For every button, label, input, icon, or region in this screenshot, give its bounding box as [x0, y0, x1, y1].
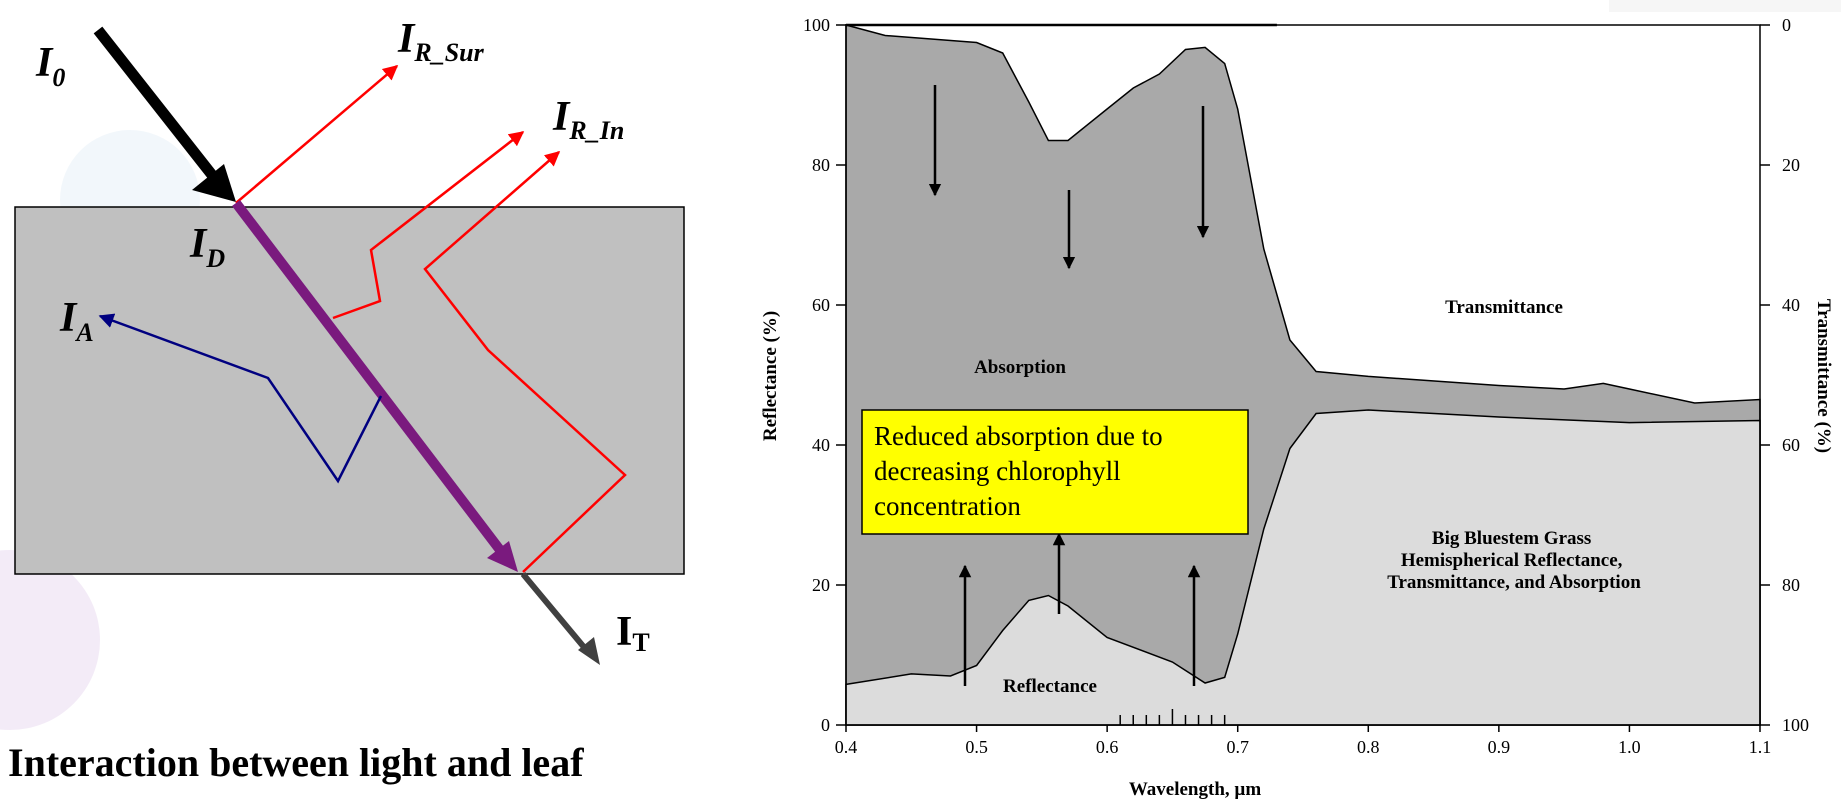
label-i0: I0 — [35, 40, 65, 92]
diffuse-arrowhead — [487, 541, 518, 572]
diffuse-path-arrow — [232, 199, 504, 554]
x-axis-title: Wavelength, µm — [1129, 779, 1262, 800]
y-axis-right: 100 80 60 40 20 0 — [1760, 15, 1809, 735]
leaf-diagram: I0 IR_Sur IR_In ID IA IT Interaction bet… — [8, 16, 685, 785]
y-axis-left: 0 20 40 60 80 100 — [803, 15, 846, 735]
label-ia: IA — [59, 295, 94, 347]
label-ir-in: IR_In — [552, 94, 624, 145]
reflectance-chart: 0.4 0.5 0.6 0.7 0.8 0.9 1.0 1.1 0 20 40 60 80 100 10… — [760, 15, 1834, 800]
label-id: ID — [189, 221, 225, 273]
x-tick-label: 1.1 — [1749, 737, 1772, 757]
callout-text: Reduced absorption due to decreasing chl… — [874, 421, 1169, 521]
y-tick-label-right: 80 — [1782, 575, 1800, 595]
label-it: IT — [616, 609, 650, 657]
chart-annotation: Big Bluestem Grass Hemispherical Reflect… — [1387, 528, 1641, 593]
callout-box: Reduced absorption due to decreasing chl… — [861, 409, 1249, 535]
y-tick-label-left: 20 — [812, 575, 830, 595]
x-tick-label: 0.4 — [835, 737, 858, 757]
y-tick-label-right: 20 — [1782, 155, 1800, 175]
y-tick-label-right: 40 — [1782, 295, 1800, 315]
x-tick-label: 0.8 — [1357, 737, 1380, 757]
y-tick-label-left: 0 — [821, 715, 830, 735]
plot-frame — [845, 24, 1761, 726]
transmitted-arrow — [520, 572, 591, 654]
y-tick-label-left: 100 — [803, 15, 830, 35]
x-axis: 0.4 0.5 0.6 0.7 0.8 0.9 1.0 1.1 — [835, 725, 1772, 757]
change-arrows — [928, 85, 1210, 686]
internal-reflection-path-2 — [423, 151, 627, 573]
x-tick-label: 0.7 — [1226, 737, 1249, 757]
y-tick-label-left: 40 — [812, 435, 830, 455]
y-tick-label-left: 60 — [812, 295, 830, 315]
y-tick-label-right: 0 — [1782, 15, 1791, 35]
x-tick-label: 0.5 — [965, 737, 988, 757]
y-axis-title-left: Reflectance (%) — [760, 311, 781, 441]
y-axis-title-right: Transmittance (%) — [1813, 299, 1834, 453]
internal-reflection-path-1 — [332, 131, 525, 320]
reflectance-area — [845, 409, 1761, 726]
diagram-caption: Interaction between light and leaf — [8, 740, 584, 785]
y-tick-label-left: 80 — [812, 155, 830, 175]
region-label-transmittance: Transmittance — [1445, 297, 1563, 318]
y-tick-label-right: 100 — [1782, 715, 1809, 735]
x-tick-label: 0.6 — [1096, 737, 1119, 757]
incident-beam-arrow — [93, 26, 221, 184]
y-tick-label-right: 60 — [1782, 435, 1800, 455]
leaf-block — [14, 206, 685, 575]
region-label-absorption: Absorption — [974, 357, 1066, 378]
minor-ticks — [1119, 709, 1226, 725]
incident-arrowhead — [192, 164, 236, 202]
label-ir-sur: IR_Sur — [397, 16, 485, 67]
absorbed-path — [98, 313, 383, 484]
surface-reflection-arrow — [235, 65, 399, 204]
x-tick-label: 0.9 — [1488, 737, 1511, 757]
region-label-reflectance: Reflectance — [1003, 676, 1097, 697]
transmitted-arrowhead — [578, 637, 600, 665]
x-tick-label: 1.0 — [1618, 737, 1641, 757]
